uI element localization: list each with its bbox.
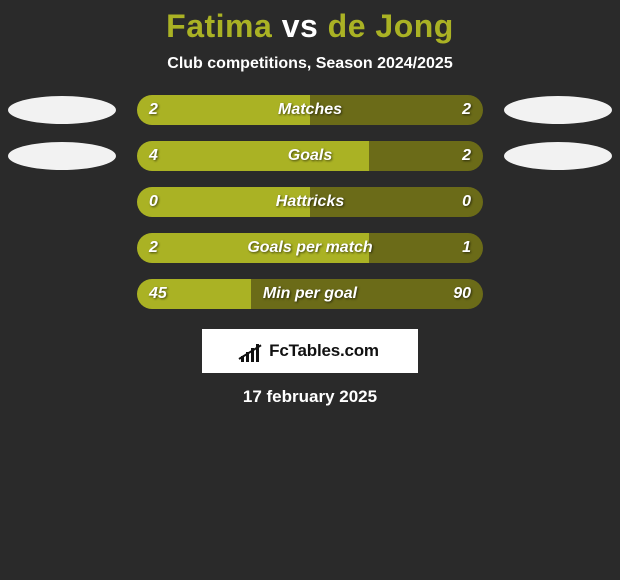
stat-bar: 4 2 Goals	[137, 141, 483, 171]
stat-row: 2 2 Matches	[0, 95, 620, 125]
date: 17 february 2025	[0, 387, 620, 407]
title-player1: Fatima	[166, 8, 272, 44]
barchart-icon	[241, 340, 263, 362]
stat-value-left: 4	[149, 147, 158, 165]
stat-bar: 45 90 Min per goal	[137, 279, 483, 309]
stat-row: 4 2 Goals	[0, 141, 620, 171]
stat-row: 2 1 Goals per match	[0, 233, 620, 263]
stat-value-right: 90	[453, 285, 471, 303]
stat-value-right: 2	[462, 101, 471, 119]
stat-label: Hattricks	[276, 193, 344, 211]
stat-bar: 0 0 Hattricks	[137, 187, 483, 217]
player-ellipse-right	[504, 142, 612, 170]
stat-label: Matches	[278, 101, 342, 119]
player-ellipse-right	[504, 96, 612, 124]
subtitle: Club competitions, Season 2024/2025	[0, 55, 620, 73]
stat-value-right: 1	[462, 239, 471, 257]
stat-label: Goals per match	[247, 239, 372, 257]
stat-value-left: 45	[149, 285, 167, 303]
stat-bar: 2 2 Matches	[137, 95, 483, 125]
stat-row: 45 90 Min per goal	[0, 279, 620, 309]
logo-box: FcTables.com	[202, 329, 418, 373]
logo-text: FcTables.com	[269, 341, 379, 361]
stat-label: Min per goal	[263, 285, 357, 303]
stat-value-right: 2	[462, 147, 471, 165]
stat-bar: 2 1 Goals per match	[137, 233, 483, 263]
title-vs: vs	[282, 8, 319, 44]
player-ellipse-left	[8, 96, 116, 124]
stat-value-left: 2	[149, 239, 158, 257]
comparison-card: Fatima vs de Jong Club competitions, Sea…	[0, 0, 620, 407]
bar-left-fill	[137, 141, 369, 171]
player-ellipse-left	[8, 142, 116, 170]
title-player2: de Jong	[328, 8, 454, 44]
stat-label: Goals	[288, 147, 332, 165]
title: Fatima vs de Jong	[0, 8, 620, 45]
stat-row: 0 0 Hattricks	[0, 187, 620, 217]
stat-value-left: 2	[149, 101, 158, 119]
stat-value-right: 0	[462, 193, 471, 211]
stat-value-left: 0	[149, 193, 158, 211]
stat-rows: 2 2 Matches 4 2 Goals 0 0 Hattricks 2 1 Goals per m…	[0, 95, 620, 309]
